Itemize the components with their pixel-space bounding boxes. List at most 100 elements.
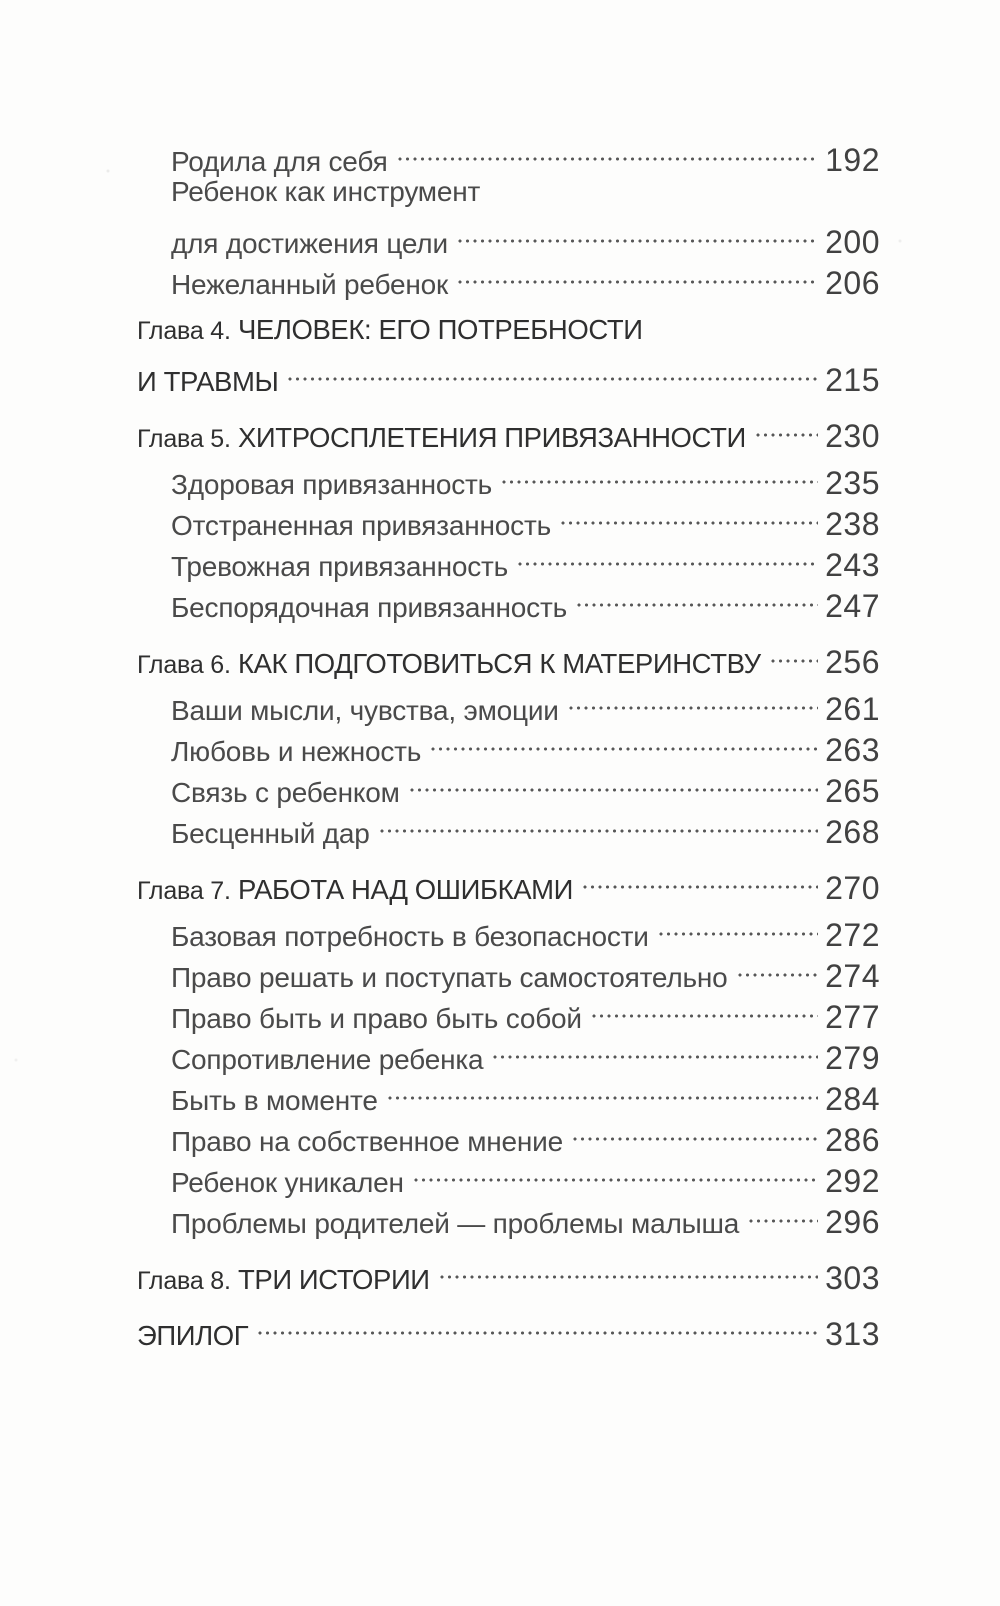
dot-leader bbox=[517, 535, 819, 576]
toc-row: Здоровая привязанность 235 bbox=[137, 453, 880, 501]
entry-text: ЧЕЛОВЕК: ЕГО ПОТРЕБНОСТИ bbox=[237, 314, 643, 345]
entry-text: Здоровая привязанность bbox=[171, 469, 493, 500]
toc-row: Глава 5. ХИТРОСПЛЕТЕНИЯ ПРИВЯЗАННОСТИ 230 bbox=[137, 406, 880, 454]
toc-row: Быть в моменте 284 bbox=[137, 1069, 880, 1117]
dot-leader bbox=[396, 130, 819, 171]
dot-leader bbox=[408, 761, 819, 802]
dot-leader bbox=[736, 946, 819, 987]
entry-text: И ТРАВМЫ bbox=[137, 366, 279, 397]
toc-row: Право быть и право быть собой 277 bbox=[137, 987, 880, 1035]
entry-text: КАК ПОДГОТОВИТЬСЯ К МАТЕРИНСТВУ bbox=[237, 648, 761, 679]
entry-text: Ребенок уникален bbox=[171, 1167, 404, 1198]
page-number: 296 bbox=[825, 1204, 880, 1240]
toc-chapter-entry: Глава 8. ТРИ ИСТОРИИ 303 bbox=[137, 1248, 880, 1296]
chapter-number-label: Глава 4. bbox=[137, 317, 231, 345]
toc-section-entry: Ребенок как инструмент для достижения цел… bbox=[137, 171, 880, 260]
toc-chapter-entry: Глава 4. ЧЕЛОВЕК: ЕГО ПОТРЕБНОСТИ И ТРАВМ… bbox=[137, 309, 880, 398]
toc-section-entry: Право на собственное мнение 286 bbox=[137, 1110, 880, 1158]
toc-row: для достижения цели 200 bbox=[137, 212, 880, 260]
dot-leader bbox=[386, 1069, 819, 1110]
toc-row: ЭПИЛОГ 313 bbox=[137, 1304, 880, 1352]
entry-text: Беспорядочная привязанность bbox=[171, 592, 567, 623]
toc-section-entry: Любовь и нежность 263 bbox=[137, 720, 880, 768]
page-number: 292 bbox=[825, 1163, 880, 1199]
section-title-label: для достижения цели bbox=[171, 223, 448, 264]
section-title-label: Беспорядочная привязанность bbox=[171, 587, 567, 628]
chapter-title-label: Глава 7. РАБОТА НАД ОШИБКАМИ bbox=[137, 869, 573, 912]
page-number: 265 bbox=[825, 773, 880, 809]
toc-row: Отстраненная привязанность 238 bbox=[137, 494, 880, 542]
toc-row: Ребенок уникален 292 bbox=[137, 1151, 880, 1199]
dot-leader bbox=[657, 905, 819, 946]
toc-section-entry: Проблемы родителей — проблемы малыша 296 bbox=[137, 1192, 880, 1240]
toc-chapter-entry: ЭПИЛОГ 313 bbox=[137, 1304, 880, 1352]
toc-section-entry: Право быть и право быть собой 277 bbox=[137, 987, 880, 1035]
dot-leader bbox=[559, 494, 819, 535]
section-title-label: Связь с ребенком bbox=[171, 772, 400, 813]
page-number: 215 bbox=[825, 362, 880, 398]
section-title-label: Здоровая привязанность bbox=[171, 464, 492, 505]
toc-chapter-entry: Глава 5. ХИТРОСПЛЕТЕНИЯ ПРИВЯЗАННОСТИ 230 bbox=[137, 406, 880, 454]
section-title-label: Любовь и нежность bbox=[171, 731, 421, 772]
toc-section-entry: Ваши мысли, чувства, эмоции 261 bbox=[137, 679, 880, 727]
chapter-number-label: Глава 8. bbox=[137, 1267, 231, 1295]
toc-row: Право решать и поступать самостоятельно 2… bbox=[137, 946, 880, 994]
page-number: 247 bbox=[825, 588, 880, 624]
chapter-number-label: Глава 6. bbox=[137, 651, 231, 679]
page-number: 238 bbox=[825, 506, 880, 542]
toc-section-entry: Бесценный дар 268 bbox=[137, 802, 880, 850]
section-title-label: Тревожная привязанность bbox=[171, 546, 508, 587]
dot-leader bbox=[501, 453, 819, 494]
section-title-label: Родила для себя bbox=[171, 141, 388, 182]
toc-row: Тревожная привязанность 243 bbox=[137, 535, 880, 583]
dot-leader bbox=[754, 406, 819, 447]
dot-leader bbox=[257, 1304, 819, 1345]
page-number: 279 bbox=[825, 1040, 880, 1076]
page-number: 261 bbox=[825, 691, 880, 727]
entry-text: ХИТРОСПЛЕТЕНИЯ ПРИВЯЗАННОСТИ bbox=[237, 422, 746, 453]
entry-text: Проблемы родителей — проблемы малыша bbox=[171, 1208, 740, 1239]
toc-section-entry: Право решать и поступать самостоятельно 2… bbox=[137, 946, 880, 994]
page-number: 256 bbox=[825, 644, 880, 680]
toc-row: Родила для себя 192 bbox=[137, 130, 880, 178]
toc-row: И ТРАВМЫ 215 bbox=[137, 350, 880, 398]
entry-text: Любовь и нежность bbox=[171, 736, 422, 767]
entry-text: Родила для себя bbox=[171, 146, 388, 177]
dot-leader bbox=[582, 858, 819, 899]
dot-leader bbox=[590, 987, 819, 1028]
toc-row: Глава 7. РАБОТА НАД ОШИБКАМИ 270 bbox=[137, 858, 880, 906]
toc-section-entry: Быть в моменте 284 bbox=[137, 1069, 880, 1117]
page-number: 206 bbox=[825, 265, 880, 301]
toc-section-entry: Беспорядочная привязанность 247 bbox=[137, 576, 880, 624]
toc-row: Право на собственное мнение 286 bbox=[137, 1110, 880, 1158]
entry-text: Нежеланный ребенок bbox=[171, 269, 449, 300]
section-title-label: Нежеланный ребенок bbox=[171, 264, 448, 305]
section-title-label: Ребенок как инструмент bbox=[171, 171, 480, 212]
entry-text: для достижения цели bbox=[171, 228, 448, 259]
dot-leader bbox=[571, 1110, 819, 1151]
toc-row: Базовая потребность в безопасности 272 bbox=[137, 905, 880, 953]
toc-section-entry: Связь с ребенком 265 bbox=[137, 761, 880, 809]
toc-section-entry: Отстраненная привязанность 238 bbox=[137, 494, 880, 542]
chapter-title-label: ЭПИЛОГ bbox=[137, 1315, 249, 1356]
toc-section-entry: Здоровая привязанность 235 bbox=[137, 453, 880, 501]
dot-leader bbox=[412, 1151, 819, 1192]
entry-text: ЭПИЛОГ bbox=[137, 1320, 249, 1351]
dot-leader bbox=[430, 720, 819, 761]
dot-leader bbox=[378, 802, 819, 843]
page-number: 277 bbox=[825, 999, 880, 1035]
section-title-label: Отстраненная привязанность bbox=[171, 505, 551, 546]
entry-text: Связь с ребенком bbox=[171, 777, 400, 808]
toc-section-entry: Базовая потребность в безопасности 272 bbox=[137, 905, 880, 953]
section-title-label: Ребенок уникален bbox=[171, 1162, 404, 1203]
toc-row: Беспорядочная привязанность 247 bbox=[137, 576, 880, 624]
section-title-label: Быть в моменте bbox=[171, 1080, 378, 1121]
dot-leader bbox=[456, 212, 819, 253]
toc-section-entry: Родила для себя 192 bbox=[137, 130, 880, 178]
toc-row: Проблемы родителей — проблемы малыша 296 bbox=[137, 1192, 880, 1240]
page-number: 268 bbox=[825, 814, 880, 850]
toc-row: Нежеланный ребенок 206 bbox=[137, 253, 880, 301]
page-number: 243 bbox=[825, 547, 880, 583]
dot-leader bbox=[457, 253, 819, 294]
